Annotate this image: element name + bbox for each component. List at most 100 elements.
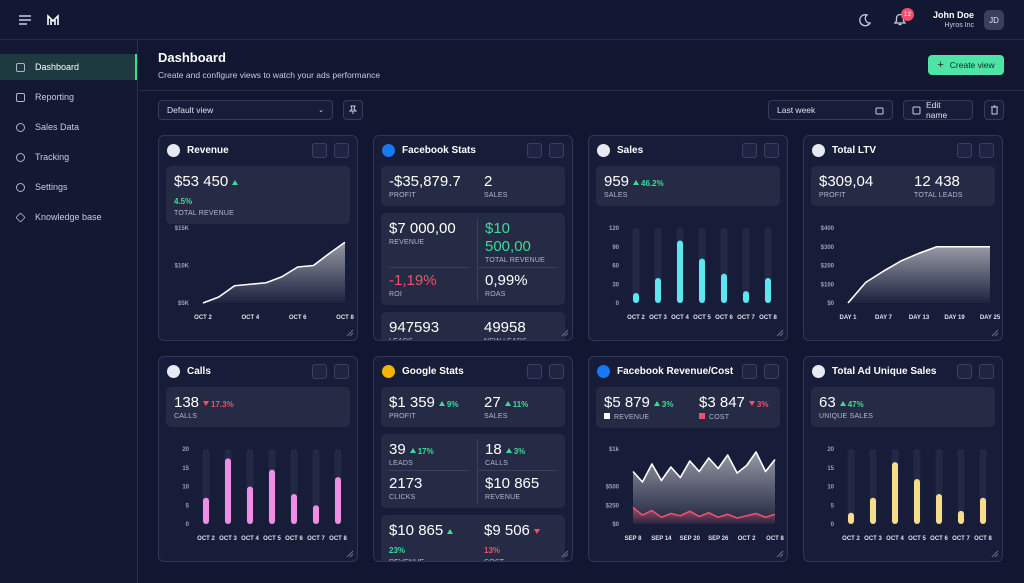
- y-tick-label: $1k: [609, 447, 620, 453]
- bar: [313, 505, 319, 524]
- card-action[interactable]: [312, 364, 327, 379]
- stat-label-row: TOTAL REVENUE: [174, 210, 254, 217]
- user-name: John Doe: [932, 10, 974, 20]
- card-menu[interactable]: [549, 364, 564, 379]
- stat-value: 959: [604, 173, 630, 190]
- card: Total Ad Unique Sales 63 47% UNIQUE SALES 0 5…: [803, 356, 1003, 562]
- card-menu[interactable]: [549, 143, 564, 158]
- change-text: 9%: [446, 400, 459, 409]
- card-action[interactable]: [742, 143, 757, 158]
- card-menu[interactable]: [764, 143, 779, 158]
- chart: $5K $10K $15K OCT 2 OCT 4 OCT 6 OCT 8: [175, 226, 355, 321]
- stat-label: CLICKS: [389, 494, 416, 501]
- create-view-button[interactable]: + Create view: [928, 55, 1004, 75]
- nav-item[interactable]: Knowledge base: [0, 204, 137, 230]
- stat-value: 12 438: [914, 173, 960, 190]
- nav-item[interactable]: Dashboard: [0, 54, 137, 80]
- stat-value: $10 865: [389, 522, 444, 539]
- x-tick-label: OCT 6: [285, 536, 303, 542]
- nav-item[interactable]: Reporting: [0, 84, 137, 110]
- card-action[interactable]: [957, 143, 972, 158]
- pin-button[interactable]: [343, 100, 363, 120]
- stat-change: 3%: [653, 400, 673, 409]
- swatch: [604, 413, 610, 419]
- card-title: Facebook Stats: [402, 145, 476, 156]
- stat-label: REVENUE: [389, 239, 425, 246]
- card-action[interactable]: [527, 364, 542, 379]
- stat-line: $53 450 4.5%: [174, 173, 254, 209]
- stat: 2 SALES: [477, 171, 557, 202]
- card-menu[interactable]: [764, 364, 779, 379]
- stat-value: 18: [485, 441, 502, 458]
- card-body: 63 47% UNIQUE SALES: [804, 387, 1002, 434]
- card-menu[interactable]: [979, 364, 994, 379]
- x-tick-label: OCT 3: [219, 536, 237, 542]
- date-select[interactable]: Last week: [768, 100, 893, 120]
- x-tick-label: OCT 3: [649, 315, 667, 321]
- trend-arrow: [438, 401, 445, 406]
- x-tick-label: OCT 7: [952, 536, 970, 542]
- x-tick-label: DAY 25: [980, 315, 1001, 321]
- menu-icon[interactable]: [18, 14, 32, 26]
- nav-label: Reporting: [35, 92, 75, 102]
- divider: [139, 90, 1024, 91]
- stat: 18 3% CALLS: [477, 439, 557, 470]
- change-text: 23%: [389, 546, 406, 555]
- stat-label-row: PROFIT: [389, 413, 469, 420]
- card-action[interactable]: [312, 143, 327, 158]
- nav-label: Sales Data: [35, 122, 80, 132]
- trend-arrow: [203, 401, 210, 406]
- stat-group: 63 47% UNIQUE SALES: [811, 387, 995, 427]
- resize-lines: [991, 550, 999, 558]
- card-icon: [167, 365, 180, 378]
- stat-group: $7 000,00 REVENUE $10 500,00 TOTAL REVENUE -…: [381, 213, 565, 305]
- stat-label: SALES: [484, 192, 508, 199]
- nav-item[interactable]: Settings: [0, 174, 137, 200]
- stat-line: 49958: [484, 319, 557, 337]
- card-action[interactable]: [742, 364, 757, 379]
- card-body: $1 359 9% PROFIT 27 11% SALES 39 17% LEADS 18 3% CA…: [374, 387, 572, 561]
- stat-label: REVENUE: [614, 414, 650, 421]
- card-action[interactable]: [957, 364, 972, 379]
- card-body: 138 17.3% CALLS: [159, 387, 357, 434]
- y-tick-label: $10K: [175, 264, 190, 270]
- stat-value: -1,19%: [389, 272, 437, 289]
- nav-item[interactable]: Tracking: [0, 144, 137, 170]
- card-menu[interactable]: [979, 143, 994, 158]
- y-tick-label: 0: [831, 522, 835, 528]
- stat-label-row: PROFIT: [389, 192, 469, 199]
- theme-toggle[interactable]: [858, 13, 872, 27]
- avatar[interactable]: JD: [984, 10, 1004, 30]
- stat-group: 959 46.2% SALES: [596, 166, 780, 206]
- stat-value: $7 000,00: [389, 220, 456, 237]
- stat-line: $10 865: [485, 475, 557, 493]
- card: Facebook Revenue/Cost $5 879 3% REVENUE $3 8…: [588, 356, 788, 562]
- card-action[interactable]: [527, 143, 542, 158]
- stat-value: -$35,879.7: [389, 173, 461, 190]
- stat-line: 27 11%: [484, 394, 557, 412]
- nav-label: Settings: [35, 182, 68, 192]
- stat-line: $7 000,00: [389, 220, 469, 238]
- resize-lines: [561, 329, 569, 337]
- edit-name-button[interactable]: Edit name: [903, 100, 973, 120]
- view-select[interactable]: Default view ⌄: [158, 100, 333, 120]
- x-tick-label: OCT 8: [759, 315, 777, 321]
- card-menu[interactable]: [334, 143, 349, 158]
- stat-label: TOTAL LEADS: [914, 192, 963, 199]
- stat-change: 3%: [505, 447, 525, 456]
- stat-group: -$35,879.7 PROFIT 2 SALES: [381, 166, 565, 206]
- chart: $0 $100 $200 $300 $400 DAY 1 DAY 7 DAY 13 DAY 19…: [821, 226, 1001, 321]
- stat-change: 13%: [484, 528, 542, 555]
- card-menu[interactable]: [334, 364, 349, 379]
- stat-line: $5 879 3%: [604, 394, 684, 412]
- stat: $10 865 23% REVENUE: [389, 520, 469, 561]
- stat-label-row: UNIQUE SALES: [819, 413, 899, 420]
- area-fill: [633, 452, 775, 524]
- delete-button[interactable]: [984, 100, 1004, 120]
- nav-item[interactable]: Sales Data: [0, 114, 137, 140]
- trend-arrow: [409, 448, 416, 453]
- stat-change: 3%: [748, 400, 768, 409]
- stat-change: 11%: [504, 400, 528, 409]
- button-label: Edit name: [925, 100, 948, 120]
- resize-lines: [346, 550, 354, 558]
